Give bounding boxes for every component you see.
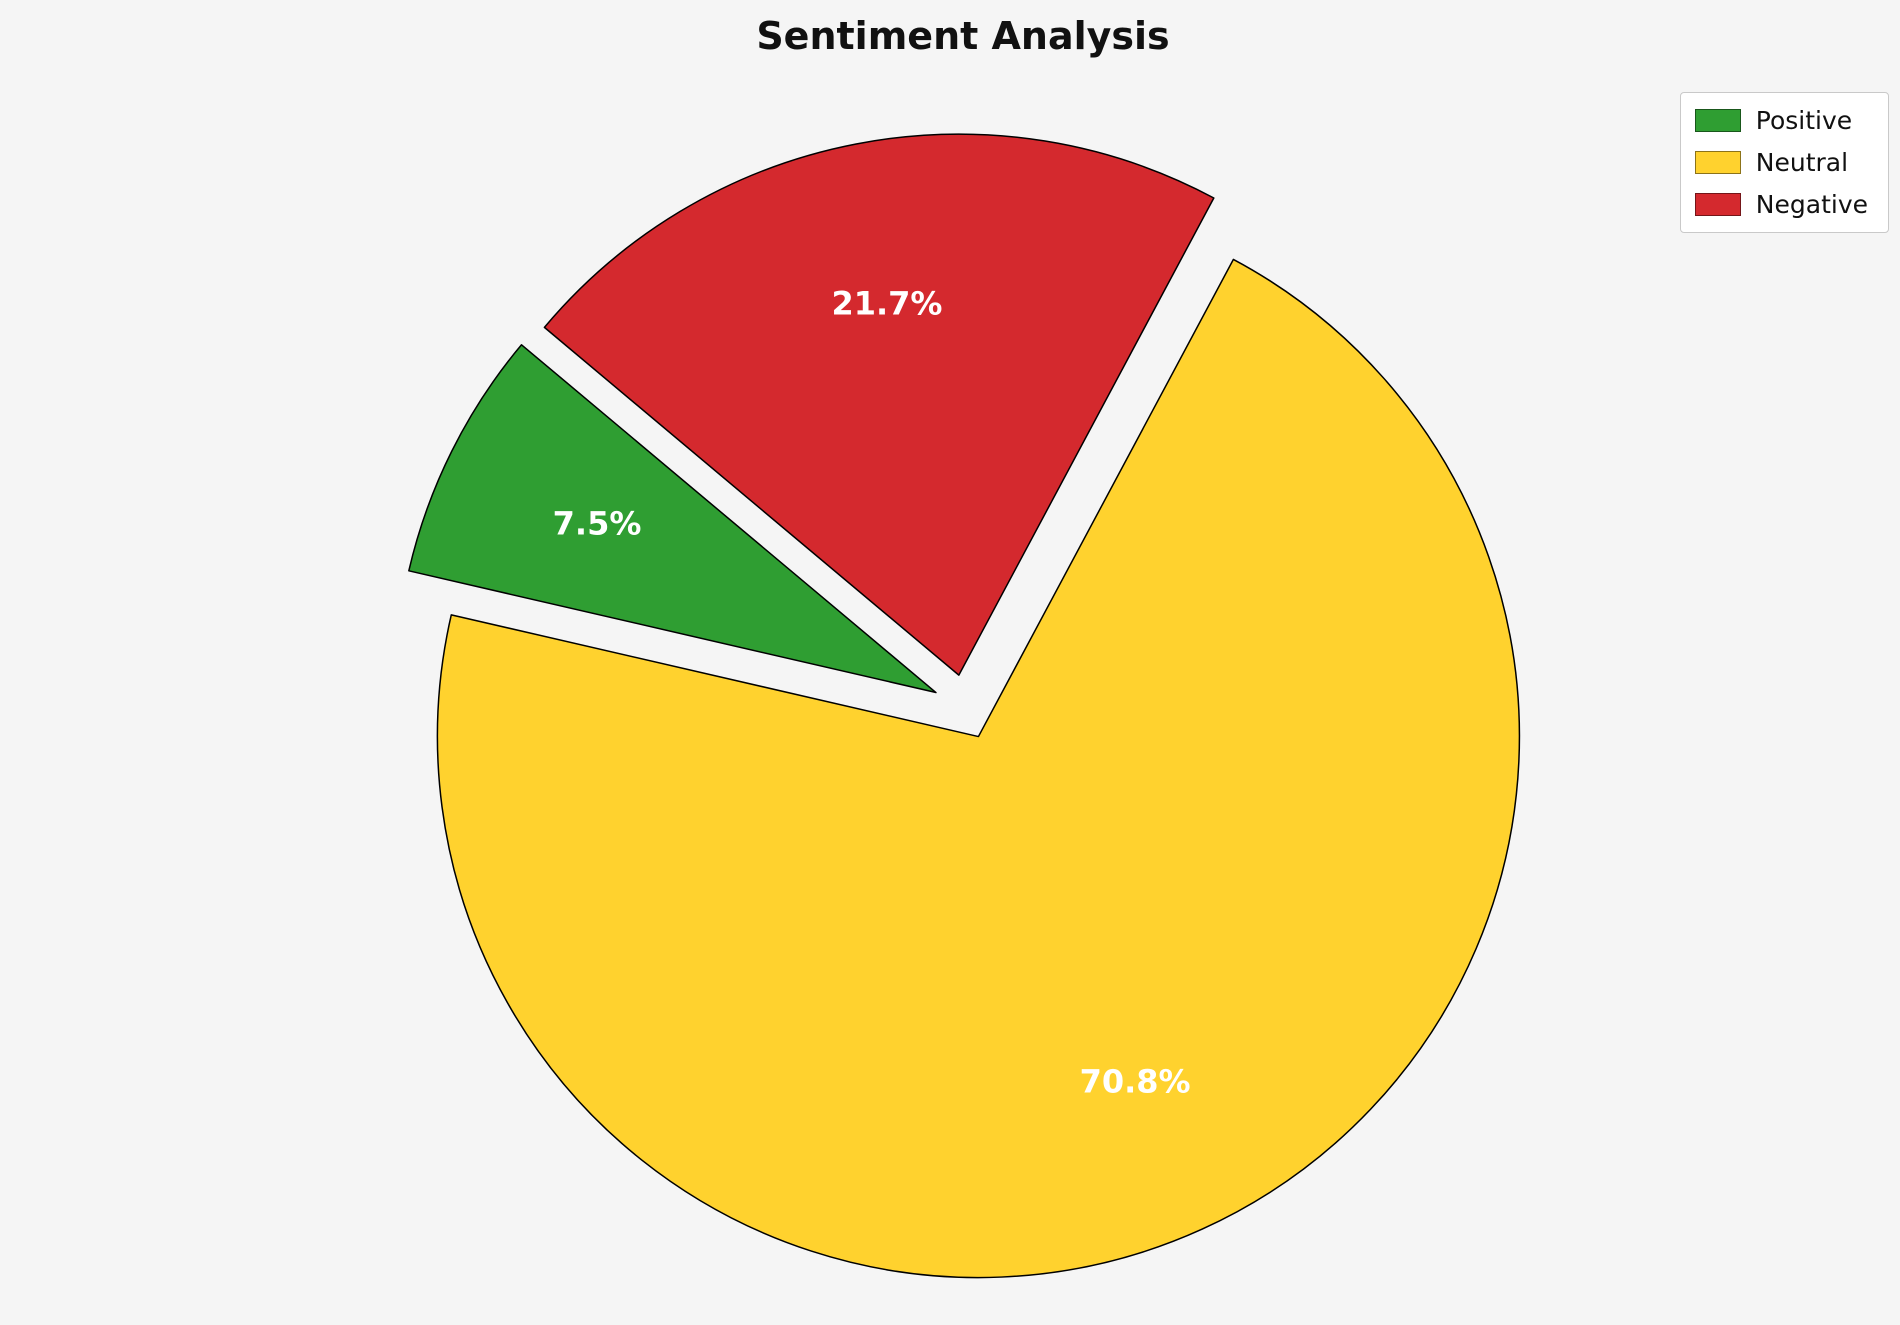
legend-label-negative: Negative xyxy=(1755,190,1868,219)
legend-item-neutral: Neutral xyxy=(1694,148,1868,177)
legend-item-negative: Negative xyxy=(1694,190,1868,219)
pct-label-positive: 7.5% xyxy=(553,505,642,543)
chart-title: Sentiment Analysis xyxy=(756,14,1170,58)
legend-label-positive: Positive xyxy=(1755,106,1853,135)
legend-item-positive: Positive xyxy=(1694,106,1868,135)
pct-label-negative: 21.7% xyxy=(831,284,942,322)
legend-label-neutral: Neutral xyxy=(1755,148,1849,177)
pie-slice-neutral xyxy=(436,258,1521,1279)
legend-swatch-neutral xyxy=(1694,151,1741,174)
legend: Positive Neutral Negative xyxy=(1679,92,1889,233)
pct-label-neutral: 70.8% xyxy=(1080,1062,1191,1100)
legend-swatch-positive xyxy=(1694,109,1741,132)
pie-slice-positive xyxy=(408,344,937,694)
legend-swatch-negative xyxy=(1694,193,1741,216)
pie-slice-negative xyxy=(543,133,1215,676)
